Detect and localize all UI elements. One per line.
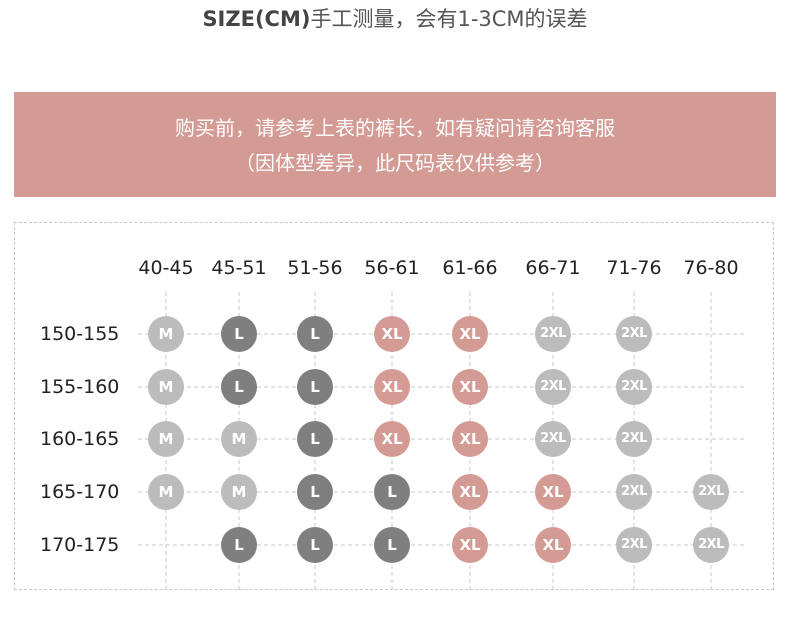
column-header: 76-80 xyxy=(683,257,739,279)
size-dot: M xyxy=(148,421,184,457)
column-header: 51-56 xyxy=(287,257,343,279)
size-chart-frame xyxy=(14,222,774,590)
column-header: 61-66 xyxy=(442,257,498,279)
size-dot: 2XL xyxy=(535,421,571,457)
size-dot: L xyxy=(297,316,333,352)
size-dot: 2XL xyxy=(616,316,652,352)
size-dot: XL xyxy=(535,527,571,563)
size-dot: XL xyxy=(374,421,410,457)
size-dot: L xyxy=(221,316,257,352)
size-dot: 2XL xyxy=(535,316,571,352)
notice-banner: 购买前，请参考上表的裤长，如有疑问请咨询客服 （因体型差异，此尺码表仅供参考） xyxy=(14,92,776,197)
size-dot: L xyxy=(374,527,410,563)
banner-line-1: 购买前，请参考上表的裤长，如有疑问请咨询客服 xyxy=(175,116,615,140)
size-dot: L xyxy=(221,369,257,405)
size-dot: 2XL xyxy=(616,421,652,457)
row-header: 170-175 xyxy=(40,534,120,556)
size-dot: M xyxy=(221,474,257,510)
size-dot: 2XL xyxy=(693,527,729,563)
size-dot: XL xyxy=(452,527,488,563)
size-dot: 2XL xyxy=(693,474,729,510)
row-header: 150-155 xyxy=(40,323,120,345)
size-dot: L xyxy=(297,527,333,563)
size-dot: M xyxy=(221,421,257,457)
size-dot: XL xyxy=(535,474,571,510)
title-bold: SIZE(CM) xyxy=(202,7,311,31)
size-dot: M xyxy=(148,316,184,352)
size-dot: L xyxy=(297,421,333,457)
title-rest: 手工测量，会有1-3CM的误差 xyxy=(310,7,588,31)
row-header: 155-160 xyxy=(40,376,120,398)
size-dot: XL xyxy=(374,316,410,352)
size-dot: XL xyxy=(374,369,410,405)
size-dot: XL xyxy=(452,474,488,510)
size-dot: 2XL xyxy=(616,527,652,563)
size-dot: 2XL xyxy=(616,369,652,405)
size-dot: L xyxy=(221,527,257,563)
size-dot: L xyxy=(374,474,410,510)
size-dot: M xyxy=(148,369,184,405)
size-dot: M xyxy=(148,474,184,510)
size-dot: L xyxy=(297,369,333,405)
size-dot: XL xyxy=(452,369,488,405)
column-header: 66-71 xyxy=(525,257,581,279)
column-header: 71-76 xyxy=(606,257,662,279)
column-header: 56-61 xyxy=(364,257,420,279)
column-header: 40-45 xyxy=(138,257,194,279)
row-header: 165-170 xyxy=(40,481,120,503)
size-dot: L xyxy=(297,474,333,510)
row-header: 160-165 xyxy=(40,428,120,450)
size-dot: 2XL xyxy=(535,369,571,405)
banner-line-2: （因体型差异，此尺码表仅供参考） xyxy=(235,151,555,175)
column-header: 45-51 xyxy=(211,257,267,279)
page-title: SIZE(CM)手工测量，会有1-3CM的误差 xyxy=(0,4,790,34)
size-dot: 2XL xyxy=(616,474,652,510)
size-dot: XL xyxy=(452,421,488,457)
size-dot: XL xyxy=(452,316,488,352)
